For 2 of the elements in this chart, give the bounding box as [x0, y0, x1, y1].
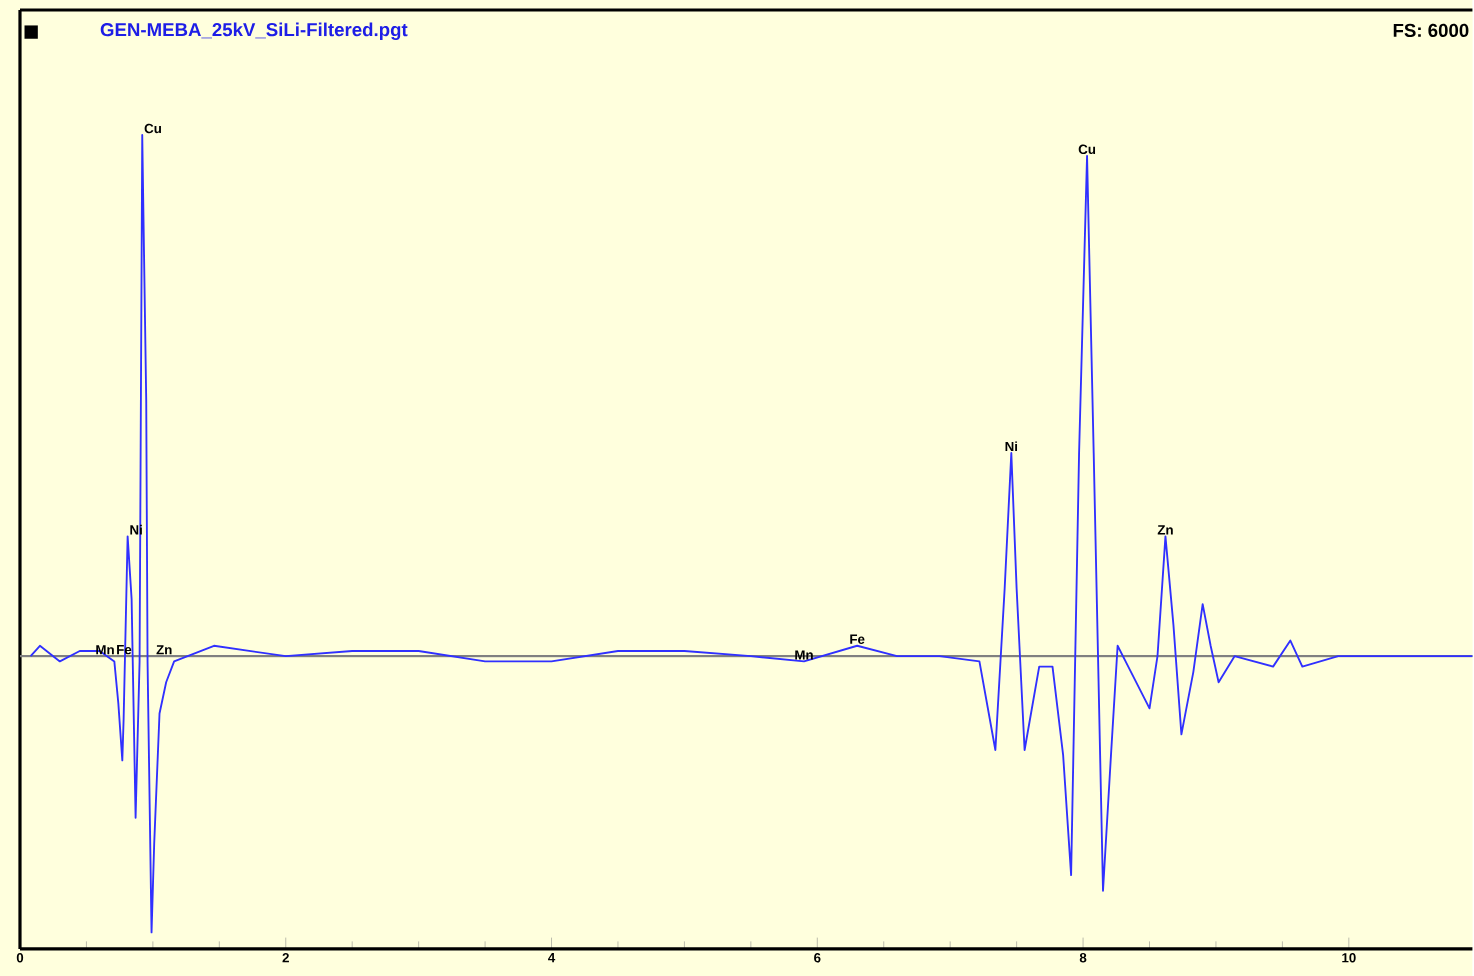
text: FS: 6000 — [1393, 23, 1469, 37]
chart-title: GEN-MEBA_25kV_SiLi-Filtered.pgt — [100, 22, 408, 40]
